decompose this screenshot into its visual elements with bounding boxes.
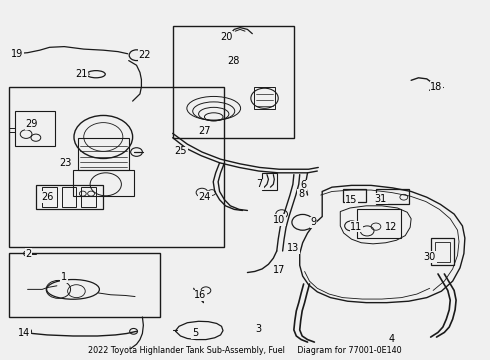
- Text: 7: 7: [257, 179, 263, 189]
- Text: 14: 14: [18, 328, 30, 338]
- Bar: [78, 138, 129, 170]
- Bar: [376, 189, 409, 204]
- Text: 8: 8: [298, 189, 304, 199]
- Text: 17: 17: [273, 265, 285, 275]
- Text: 21: 21: [75, 69, 88, 79]
- Text: 30: 30: [423, 252, 436, 262]
- Bar: [343, 189, 366, 202]
- Text: 10: 10: [273, 215, 285, 225]
- Bar: [431, 238, 454, 265]
- Text: 25: 25: [174, 146, 187, 156]
- Bar: [9, 87, 224, 247]
- Bar: [36, 185, 103, 209]
- Text: 27: 27: [198, 126, 211, 135]
- Text: 22: 22: [139, 50, 151, 60]
- Text: 26: 26: [41, 192, 53, 202]
- Text: 19: 19: [11, 49, 24, 59]
- Bar: [15, 111, 55, 146]
- Bar: [254, 87, 275, 109]
- Text: 18: 18: [430, 82, 442, 92]
- Bar: [435, 242, 450, 262]
- Bar: [81, 187, 96, 207]
- Text: 16: 16: [194, 291, 206, 301]
- Text: 31: 31: [375, 194, 387, 204]
- Bar: [357, 209, 401, 238]
- Bar: [62, 187, 76, 207]
- Text: 24: 24: [199, 192, 211, 202]
- Text: 9: 9: [310, 217, 317, 227]
- Bar: [172, 26, 294, 138]
- Text: 11: 11: [350, 222, 363, 231]
- Bar: [9, 253, 160, 317]
- Text: 2022 Toyota Highlander Tank Sub-Assembly, Fuel     Diagram for 77001-0E140: 2022 Toyota Highlander Tank Sub-Assembly…: [88, 346, 402, 355]
- Text: 20: 20: [220, 32, 233, 41]
- Text: 29: 29: [25, 120, 38, 129]
- Text: 5: 5: [192, 328, 198, 338]
- Text: 15: 15: [345, 195, 358, 205]
- Bar: [262, 173, 277, 190]
- Text: 3: 3: [256, 324, 262, 334]
- Text: 23: 23: [59, 158, 72, 168]
- Text: 2: 2: [25, 248, 32, 258]
- Text: 13: 13: [287, 243, 299, 253]
- Text: 6: 6: [300, 180, 307, 190]
- Text: 1: 1: [61, 272, 67, 282]
- Text: 12: 12: [386, 222, 398, 232]
- Text: 4: 4: [389, 333, 394, 343]
- Bar: [73, 170, 134, 196]
- Bar: [42, 187, 57, 207]
- Text: 28: 28: [227, 56, 240, 66]
